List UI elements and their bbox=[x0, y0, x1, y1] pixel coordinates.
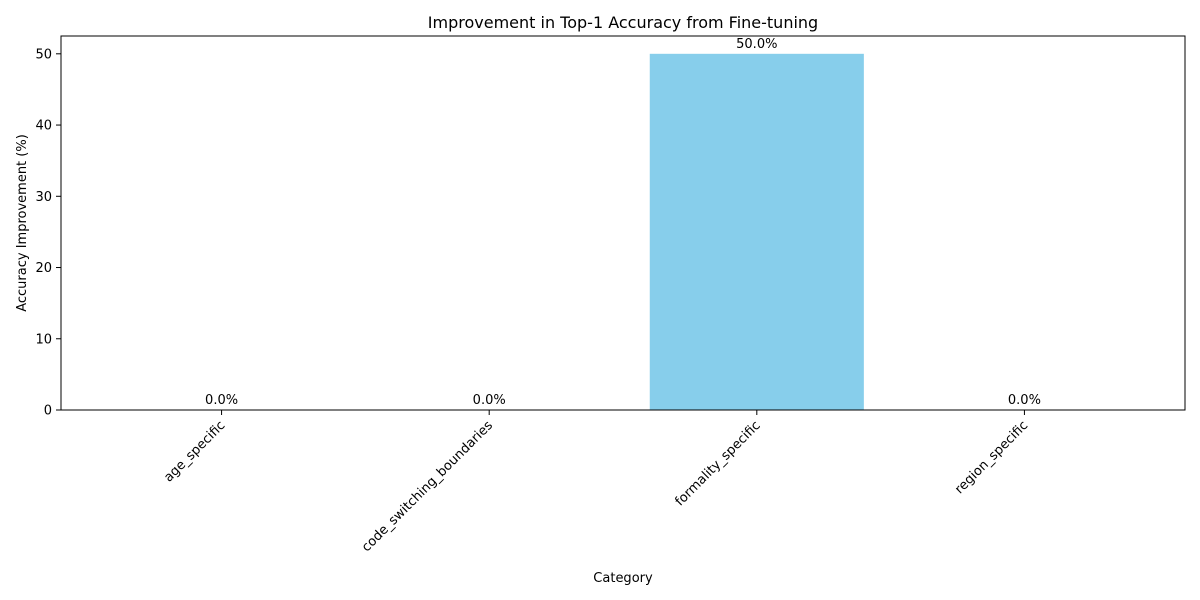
x-tick-label-region_specific: region_specific bbox=[952, 418, 1031, 497]
x-tick-label-code_switching_boundaries: code_switching_boundaries bbox=[359, 418, 496, 555]
y-tick-label-40: 40 bbox=[35, 119, 52, 134]
y-tick-label-0: 0 bbox=[44, 404, 52, 419]
data-labels-group: 0.0% 0.0% 50.0% 0.0% bbox=[205, 37, 1041, 408]
data-label-region_specific: 0.0% bbox=[1008, 393, 1041, 408]
y-axis-label: Accuracy Improvement (%) bbox=[15, 134, 30, 312]
data-label-age_specific: 0.0% bbox=[205, 393, 238, 408]
x-tick-label-formality_specific: formality_specific bbox=[672, 418, 763, 509]
chart-title: Improvement in Top-1 Accuracy from Fine-… bbox=[428, 13, 818, 32]
data-label-code_switching_boundaries: 0.0% bbox=[473, 393, 506, 408]
x-tick-label-age_specific: age_specific bbox=[161, 418, 228, 485]
bar-formality_specific bbox=[649, 53, 864, 411]
y-tick-label-30: 30 bbox=[35, 190, 52, 205]
y-tick-label-10: 10 bbox=[35, 332, 52, 347]
x-axis-label: Category bbox=[593, 571, 653, 586]
y-axis: 0 10 20 30 40 50 bbox=[35, 47, 61, 419]
x-axis: age_specific code_switching_boundaries for… bbox=[161, 410, 1031, 555]
y-tick-label-50: 50 bbox=[35, 47, 52, 62]
plot-frame bbox=[60, 35, 1186, 411]
data-label-formality_specific: 50.0% bbox=[736, 37, 777, 52]
bars-group bbox=[649, 53, 864, 411]
y-tick-label-20: 20 bbox=[35, 261, 52, 276]
